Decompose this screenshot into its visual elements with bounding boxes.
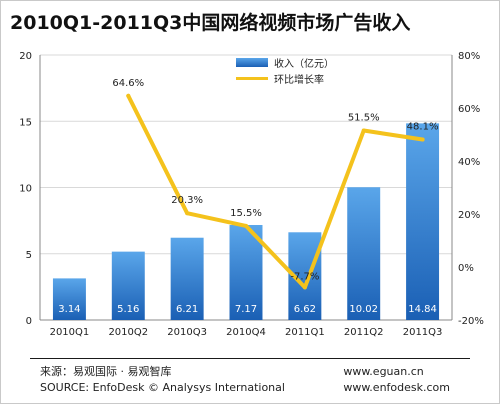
bar-value-label: 3.14: [58, 304, 80, 315]
legend-label-growth: 环比增长率: [274, 74, 324, 86]
source-cn: 来源：易观国际 · 易观智库: [40, 365, 172, 378]
bar-value-label: 6.21: [176, 304, 198, 315]
growth-point: [244, 223, 248, 228]
bar-value-label: 5.16: [117, 304, 139, 315]
x-tick-label: 2010Q2: [108, 327, 148, 338]
y-right-tick-label: 20%: [458, 210, 480, 221]
growth-point: [361, 128, 366, 133]
growth-point: [420, 137, 425, 142]
bar: [406, 123, 440, 321]
legend-item-revenue: 收入（亿元）: [236, 54, 334, 70]
x-tick-label: 2010Q1: [50, 327, 90, 338]
growth-value-label: 64.6%: [112, 78, 144, 89]
growth-line: [126, 93, 425, 290]
legend-item-growth: 环比增长率: [236, 70, 334, 86]
footer-urls: www.eguan.cn www.enfodesk.com: [343, 364, 450, 396]
footer-source: 来源：易观国际 · 易观智库 SOURCE: EnfoDesk © Analys…: [40, 364, 285, 396]
x-tick-label: 2011Q3: [403, 327, 443, 338]
growth-point: [126, 93, 131, 98]
y-right-tick-label: 60%: [458, 104, 480, 115]
growth-value-label: -7.7%: [290, 271, 319, 282]
growth-value-label: 51.5%: [348, 113, 380, 124]
y-left-tick-label: 0: [26, 316, 32, 327]
chart-title: 2010Q1-2011Q3中国网络视频市场广告收入: [10, 12, 411, 34]
growth-point: [302, 285, 307, 290]
growth-value-label: 15.5%: [230, 208, 262, 219]
bar: [52, 278, 86, 320]
url-enfodesk: www.enfodesk.com: [343, 381, 450, 394]
y-right-tick-label: -20%: [458, 316, 484, 327]
bar: [347, 187, 381, 320]
source-en: SOURCE: EnfoDesk © Analysys Internationa…: [40, 381, 285, 394]
footer-divider: [30, 358, 470, 359]
bar-value-label: 10.02: [349, 304, 378, 315]
bar-value-label: 7.17: [235, 304, 257, 315]
legend-swatch-bar: [236, 57, 268, 67]
bar: [170, 237, 204, 320]
y-right-tick-label: 80%: [458, 51, 480, 62]
y-left-tick-label: 5: [26, 250, 32, 261]
y-left-tick-label: 20: [19, 51, 32, 62]
growth-point: [185, 211, 190, 216]
y-left-tick-label: 15: [19, 117, 32, 128]
legend-swatch-line: [236, 76, 268, 80]
chart-legend: 收入（亿元） 环比增长率: [236, 54, 334, 86]
legend-label-revenue: 收入（亿元）: [274, 58, 334, 70]
url-eguan: www.eguan.cn: [343, 365, 424, 378]
bar: [229, 224, 263, 320]
bar-value-label: 6.62: [294, 304, 316, 315]
y-left-tick-label: 10: [19, 184, 32, 195]
x-tick-label: 2010Q3: [167, 327, 207, 338]
y-right-tick-label: 0%: [458, 263, 474, 274]
growth-value-label: 20.3%: [171, 195, 203, 206]
x-tick-label: 2011Q1: [285, 327, 325, 338]
bar-value-label: 14.84: [408, 304, 437, 315]
x-tick-label: 2011Q2: [344, 327, 384, 338]
x-tick-label: 2010Q4: [226, 327, 266, 338]
growth-value-label: 48.1%: [407, 122, 439, 133]
bar: [111, 251, 145, 320]
y-right-tick-label: 40%: [458, 157, 480, 168]
